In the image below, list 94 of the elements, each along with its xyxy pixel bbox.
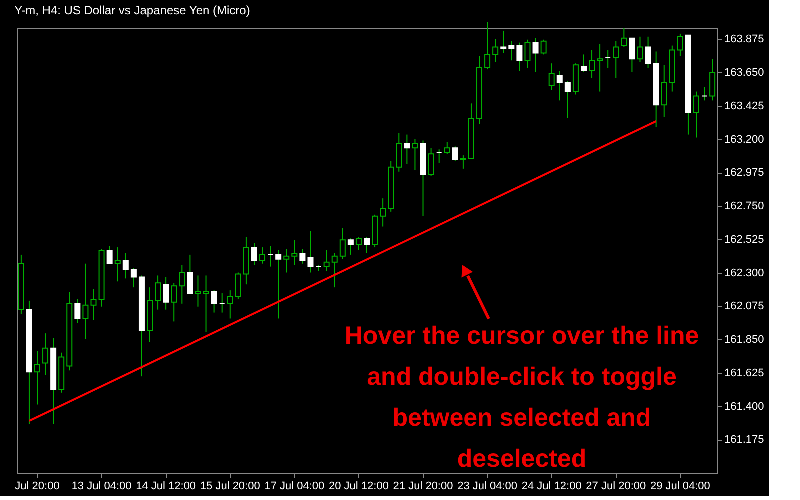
x-tick-label: 23 Jul 04:00 <box>458 480 518 492</box>
x-tick-label: 13 Jul 04:00 <box>72 480 132 492</box>
candlestick <box>284 248 290 274</box>
candlestick <box>484 22 491 70</box>
candlestick <box>203 275 210 333</box>
candlestick <box>710 58 716 102</box>
candlestick <box>540 39 547 56</box>
candlestick <box>251 242 258 266</box>
x-tick-label: 15 Jul 20:00 <box>200 480 260 492</box>
candlestick <box>621 28 628 48</box>
candlestick <box>340 228 346 260</box>
y-tick-label: 162.525 <box>724 234 764 246</box>
annotation: Hover the cursor over the line and double-click to toggle between selected and deselected <box>344 322 700 473</box>
candlestick <box>661 64 668 118</box>
candlestick <box>597 44 604 92</box>
candlestick <box>444 142 450 155</box>
candlestick <box>308 230 314 274</box>
candlestick <box>211 290 218 314</box>
candlestick <box>580 54 587 73</box>
candlestick <box>90 288 97 321</box>
candlestick <box>605 50 612 69</box>
candlestick <box>412 138 418 171</box>
y-tick-label: 162.075 <box>724 300 764 313</box>
candlestick <box>629 38 636 73</box>
candlestick <box>34 350 40 406</box>
candlestick <box>404 134 410 165</box>
x-tick-label: 21 Jul 20:00 <box>393 480 454 492</box>
candlestick <box>532 38 539 73</box>
candlestick <box>235 272 242 300</box>
candlestick <box>227 290 234 320</box>
y-tick-label: 162.975 <box>724 167 764 180</box>
y-tick-label: 163.650 <box>724 67 764 79</box>
candlestick <box>677 33 684 57</box>
candlestick <box>268 246 274 268</box>
candlestick <box>260 247 266 264</box>
candlestick <box>163 276 170 310</box>
candlestick <box>155 275 162 310</box>
y-tick-label: 161.625 <box>724 367 764 380</box>
y-tick-label: 162.300 <box>724 267 764 280</box>
candlestick <box>106 246 113 264</box>
candlestick <box>74 298 81 324</box>
candlestick <box>428 148 434 177</box>
x-tick-label: 14 Jul 12:00 <box>136 480 196 492</box>
candlestick <box>219 293 226 314</box>
candlestick <box>179 264 186 304</box>
y-tick-label: 161.175 <box>724 434 764 446</box>
x-tick-label: 29 Jul 04:00 <box>650 480 710 492</box>
candlestick <box>524 39 531 69</box>
candlestick <box>645 36 652 69</box>
x-tick-label: 24 Jul 12:00 <box>522 480 582 492</box>
y-tick-label: 163.200 <box>724 134 764 146</box>
candlestick <box>364 236 370 254</box>
y-tick-label: 161.400 <box>724 400 764 413</box>
candlestick <box>564 80 571 119</box>
candlestick <box>300 248 306 264</box>
candlestick <box>548 63 555 91</box>
candlestick <box>332 252 338 288</box>
chart-title: Y-m, H4: US Dollar vs Japanese Yen (Micro) <box>14 4 250 18</box>
candlestick <box>171 282 178 322</box>
candlestick <box>42 333 49 376</box>
candlestick <box>380 198 386 228</box>
candlestick <box>516 42 523 72</box>
candlestick <box>637 36 644 63</box>
candlestick <box>613 40 620 79</box>
candlestick <box>114 247 121 282</box>
candlestick <box>492 38 499 63</box>
candlestick <box>556 70 563 102</box>
candlestick <box>195 275 202 308</box>
candlestick <box>276 250 282 320</box>
x-tick-label: Jul 20:00 <box>15 480 60 492</box>
candlestick <box>348 238 354 256</box>
candlestick <box>589 50 596 79</box>
candlestick <box>508 40 515 62</box>
candlestick <box>702 86 708 102</box>
x-tick-label: 17 Jul 04:00 <box>264 480 325 492</box>
candlestick <box>292 240 298 266</box>
candlestick <box>460 155 466 170</box>
y-tick-label: 162.750 <box>724 200 764 212</box>
candlestick <box>500 30 507 54</box>
x-tick-label: 20 Jul 12:00 <box>328 480 389 492</box>
candlestick <box>396 132 402 172</box>
candlestick <box>122 252 129 280</box>
candlestick <box>356 236 362 251</box>
candlestick <box>436 149 442 164</box>
y-tick-label: 163.875 <box>724 34 764 46</box>
x-tick-label: 27 Jul 20:00 <box>586 480 646 492</box>
candlestick <box>82 263 89 340</box>
y-tick-label: 161.850 <box>724 334 764 346</box>
candlestick <box>130 268 137 288</box>
candlestick <box>694 91 700 138</box>
candlestick <box>452 146 458 162</box>
y-tick-label: 163.425 <box>724 100 764 112</box>
candlestick <box>187 254 194 294</box>
candlestick <box>324 250 330 272</box>
